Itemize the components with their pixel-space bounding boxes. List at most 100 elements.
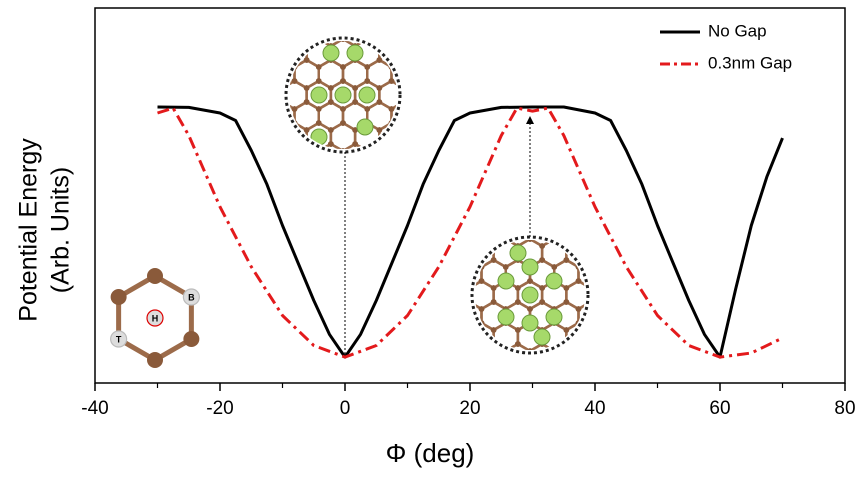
carbon-atom <box>389 204 395 210</box>
carbon-atom <box>418 201 424 207</box>
carbon-atom <box>461 36 467 42</box>
carbon-atom <box>231 169 237 175</box>
carbon-atom <box>377 183 383 189</box>
carbon-atom <box>340 22 346 28</box>
carbon-atom <box>401 57 407 63</box>
carbon-atom <box>624 194 630 200</box>
carbon-atom <box>636 215 642 221</box>
carbon-atom <box>454 194 460 200</box>
carbon-atom <box>413 106 419 112</box>
carbon-atom <box>576 404 582 410</box>
carbon-atom <box>401 15 407 21</box>
carbon-atom <box>576 222 582 228</box>
carbon-atom <box>442 341 448 347</box>
carbon-atom <box>231 1 237 7</box>
carbon-atom <box>418 243 424 249</box>
carbon-atom <box>551 390 557 396</box>
carbon-atom <box>551 362 557 368</box>
carbon-atom <box>454 264 460 270</box>
lattice-hex <box>475 342 483 350</box>
carbon-atom <box>406 264 412 270</box>
carbon-atom <box>588 327 594 333</box>
carbon-atom <box>467 369 473 375</box>
carbon-atom <box>401 85 407 91</box>
carbon-atom <box>454 278 460 284</box>
carbon-atom <box>352 99 358 105</box>
carbon-atom <box>255 43 261 49</box>
carbon-atom <box>588 341 594 347</box>
carbon-atom <box>551 390 557 396</box>
carbon-atom <box>449 141 455 147</box>
lattice-hex <box>258 123 282 151</box>
carbon-atom <box>442 215 448 221</box>
carbon-atom <box>377 211 383 217</box>
lattice-hex <box>627 302 651 330</box>
carbon-atom <box>648 404 654 410</box>
lattice-hex <box>591 197 615 225</box>
carbon-atom <box>401 15 407 21</box>
lattice-hex <box>246 0 270 4</box>
carbon-atom <box>449 85 455 91</box>
adatom <box>509 244 527 262</box>
carbon-atom <box>280 127 286 133</box>
carbon-atom <box>612 341 618 347</box>
carbon-atom <box>636 369 642 375</box>
carbon-atom <box>316 162 322 168</box>
carbon-atom <box>231 1 237 7</box>
carbon-atom <box>515 201 521 207</box>
carbon-atom <box>316 22 322 28</box>
carbon-atom <box>267 148 273 154</box>
carbon-atom <box>243 120 249 126</box>
carbon-atom <box>292 22 298 28</box>
carbon-atom <box>442 215 448 221</box>
carbon-atom <box>661 411 667 417</box>
lattice-hex <box>530 176 554 204</box>
carbon-atom <box>576 222 582 228</box>
carbon-atom <box>231 43 237 49</box>
carbon-atom <box>231 141 237 147</box>
carbon-atom <box>648 362 654 368</box>
lattice-hex <box>475 321 495 350</box>
carbon-atom <box>551 180 557 186</box>
carbon-atom <box>291 41 298 42</box>
carbon-atom <box>304 183 310 189</box>
carbon-atom <box>304 169 310 175</box>
lattice-hex <box>421 281 445 309</box>
carbon-atom <box>425 57 431 63</box>
carbon-atom <box>503 404 509 410</box>
carbon-atom <box>231 183 237 189</box>
carbon-atom <box>454 320 460 326</box>
carbon-atom <box>478 348 485 350</box>
carbon-atom <box>425 141 431 147</box>
carbon-atom <box>624 236 630 242</box>
carbon-atom <box>280 43 286 49</box>
lattice-hex <box>409 302 433 330</box>
carbon-atom <box>661 173 667 179</box>
carbon-atom <box>255 183 261 189</box>
carbon-atom <box>624 222 630 228</box>
carbon-atom <box>474 85 480 91</box>
carbon-atom <box>648 236 654 242</box>
carbon-atom <box>430 278 436 284</box>
carbon-atom <box>255 183 261 189</box>
carbon-atom <box>539 201 545 207</box>
carbon-atom <box>425 85 431 91</box>
site <box>146 309 164 327</box>
carbon-atom <box>315 148 322 149</box>
carbon-atom <box>316 204 322 210</box>
carbon-atom <box>304 1 310 7</box>
lattice-hex <box>440 144 464 172</box>
lattice-hex <box>397 323 421 351</box>
carbon-atom <box>430 236 436 242</box>
carbon-atom <box>661 299 667 305</box>
carbon-atom <box>147 352 163 368</box>
carbon-atom <box>449 85 455 91</box>
carbon-atom <box>303 85 310 91</box>
carbon-atom <box>449 141 455 147</box>
carbon-atom <box>388 148 395 149</box>
carbon-atom <box>267 120 273 126</box>
carbon-atom <box>600 194 606 200</box>
carbon-atom <box>491 201 497 207</box>
carbon-atom <box>219 106 225 112</box>
carbon-atom <box>401 183 407 189</box>
